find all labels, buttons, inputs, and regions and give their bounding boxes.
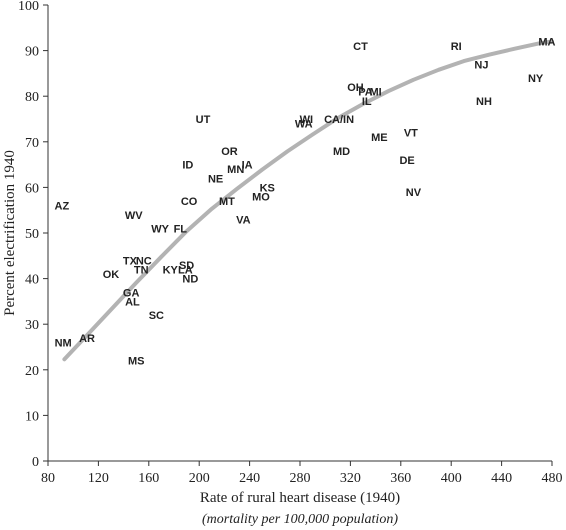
state-label-oh: OH [347, 82, 364, 94]
state-label-ne: NE [208, 173, 223, 185]
state-label-wi: WI [300, 114, 313, 126]
x-tick-label: 400 [441, 471, 462, 486]
y-tick-label: 50 [25, 227, 39, 242]
trend-layer [62, 39, 554, 362]
trend-curve [62, 39, 554, 362]
state-label-ny: NY [528, 73, 544, 85]
state-label-id: ID [182, 160, 193, 172]
state-label-nm: NM [55, 337, 72, 349]
y-axis-title: Percent electrification 1940 [2, 150, 18, 316]
state-label-nv: NV [406, 187, 422, 199]
state-label-ms: MS [128, 356, 145, 368]
state-label-co: CO [181, 196, 198, 208]
state-label-il: IL [362, 96, 372, 108]
x-tick-label: 320 [340, 471, 361, 486]
state-label-nh: NH [476, 96, 492, 108]
state-label-md: MD [333, 146, 350, 158]
state-label-ri: RI [451, 41, 462, 53]
state-label-nd: ND [182, 274, 198, 286]
state-label-wv: WV [125, 210, 143, 222]
state-label-mn: MN [227, 164, 244, 176]
state-label-ct: CT [353, 41, 368, 53]
y-tick-label: 80 [25, 90, 39, 105]
x-tick-label: 360 [390, 471, 411, 486]
state-label-ut: UT [196, 114, 211, 126]
y-tick-label: 100 [18, 0, 39, 14]
y-tick-label: 20 [25, 364, 39, 379]
y-tick-label: 30 [25, 318, 39, 333]
x-tick-label: 80 [41, 471, 55, 486]
state-label-sd: SD [179, 260, 194, 272]
state-label-ma: MA [538, 36, 555, 48]
y-tick-label: 70 [25, 136, 39, 151]
state-label-wy: WY [151, 223, 169, 235]
x-tick-label: 240 [239, 471, 260, 486]
state-label-tn: TN [134, 264, 149, 276]
state-label-al: AL [125, 296, 140, 308]
x-axis-title: Rate of rural heart disease (1940) [200, 490, 400, 506]
state-label-ca-in: CA/IN [324, 114, 354, 126]
x-tick-label: 480 [542, 471, 563, 486]
state-label-me: ME [371, 132, 388, 144]
y-tick-label: 0 [32, 455, 39, 470]
state-label-nc: NC [136, 255, 152, 267]
state-label-az: AZ [55, 201, 70, 213]
y-tick-label: 10 [25, 409, 39, 424]
state-label-la: LA [178, 264, 193, 276]
x-tick-label: 280 [290, 471, 311, 486]
state-label-sc: SC [149, 310, 164, 322]
x-axis-subtitle: (mortality per 100,000 population) [202, 512, 398, 527]
state-label-or: OR [221, 146, 238, 158]
state-label-mo: MO [252, 192, 270, 204]
state-label-vt: VT [404, 128, 418, 140]
state-label-pa: PA [358, 87, 373, 99]
state-label-de: DE [399, 155, 414, 167]
state-label-ky: KY [163, 264, 179, 276]
state-label-ga: GA [123, 287, 140, 299]
state-label-mi: MI [369, 87, 381, 99]
state-label-ok: OK [103, 269, 120, 281]
state-label-fl: FL [174, 223, 188, 235]
axes: 80 120 160 200 240 280 320 360 400 440 480 0 10 20 30 4… [18, 0, 563, 486]
state-label-ks: KS [260, 182, 275, 194]
state-label-nj: NJ [474, 59, 488, 71]
y-tick-label: 90 [25, 45, 39, 60]
state-label-mt: MT [219, 196, 235, 208]
y-tick-label: 40 [25, 273, 39, 288]
state-label-tx: TX [123, 255, 138, 267]
x-tick-label: 200 [189, 471, 210, 486]
x-tick-label: 160 [138, 471, 159, 486]
state-label-ia: IA [242, 160, 253, 172]
x-tick-label: 120 [88, 471, 109, 486]
state-label-wa: WA [295, 119, 313, 131]
x-tick-label: 440 [491, 471, 512, 486]
state-label-va: VA [236, 214, 251, 226]
y-tick-label: 60 [25, 181, 39, 196]
state-label-ar: AR [79, 333, 95, 345]
